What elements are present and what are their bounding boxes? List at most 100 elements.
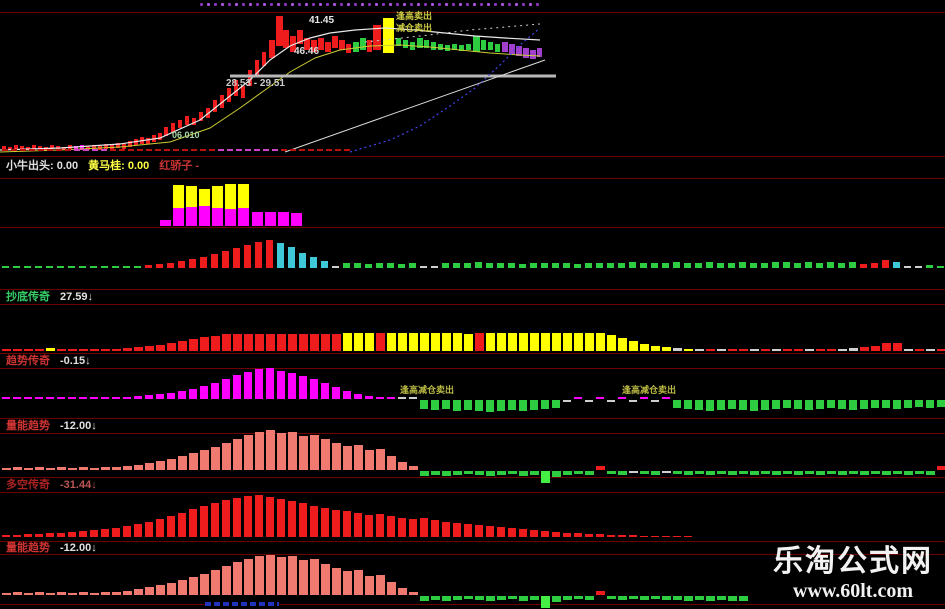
qushi-histogram-bar xyxy=(332,334,341,351)
chaodi-histogram-bar xyxy=(387,263,394,268)
candlestick xyxy=(360,38,366,50)
liangneng2-histogram-bar xyxy=(618,535,626,537)
liangneng2-histogram-bar xyxy=(475,525,483,537)
bottom-histogram-bar xyxy=(431,596,440,600)
separator-line xyxy=(0,178,945,179)
qushi-histogram-bar xyxy=(904,349,913,351)
liangneng-histogram-bar xyxy=(662,397,670,399)
liangneng-histogram-bar xyxy=(860,400,868,409)
candlestick xyxy=(227,88,231,102)
liangneng2-histogram-bar xyxy=(431,520,439,537)
qushi-histogram-bar xyxy=(541,333,550,351)
liangneng-histogram-bar xyxy=(695,400,703,410)
candlestick xyxy=(269,40,275,58)
qushi-histogram-bar xyxy=(101,349,110,351)
signal-dash xyxy=(146,149,152,151)
candlestick xyxy=(473,36,480,52)
duokong-histogram-bar xyxy=(68,468,77,470)
chaodi-histogram-bar xyxy=(519,264,526,268)
signal-dash xyxy=(56,149,62,151)
liangneng-histogram-bar xyxy=(332,387,340,399)
qushi-histogram-bar xyxy=(871,346,880,351)
indicator-label-segment: -0.15↓ xyxy=(60,355,91,367)
candlestick xyxy=(523,48,529,58)
candlestick xyxy=(438,44,443,50)
duokong-histogram-bar xyxy=(849,471,858,474)
xiaoniu-histogram-bar xyxy=(291,213,302,226)
indicator-label-segment: -12.00↓ xyxy=(60,420,97,432)
liangneng-histogram-bar xyxy=(123,397,131,399)
qushi-histogram-bar xyxy=(739,349,748,351)
qushi-histogram-bar xyxy=(783,349,792,351)
purple-dot xyxy=(221,3,224,6)
bottom-histogram-bar xyxy=(343,571,352,595)
liangneng-histogram-bar xyxy=(387,397,395,399)
liangneng2-histogram-bar xyxy=(651,536,659,537)
signal-dash xyxy=(83,149,89,151)
separator-line xyxy=(0,304,945,305)
chaodi-histogram-bar xyxy=(497,263,504,268)
duokong-histogram-bar xyxy=(310,435,319,470)
qushi-histogram-bar xyxy=(805,349,814,351)
chaodi-histogram-bar xyxy=(706,262,713,268)
qushi-histogram-bar xyxy=(233,334,242,351)
bottom-histogram-bar xyxy=(90,593,99,595)
duokong-histogram-bar xyxy=(508,471,517,474)
liangneng-histogram-bar xyxy=(244,372,252,399)
chaodi-histogram-bar xyxy=(827,262,834,268)
signal-dash xyxy=(191,149,197,151)
liangneng2-histogram-bar xyxy=(398,518,406,537)
qushi-histogram-bar xyxy=(189,339,198,351)
indicator-label-segment: 红骄子 - xyxy=(159,160,200,172)
bottom-histogram-bar xyxy=(101,592,110,595)
xiaoniu-histogram-bar xyxy=(199,189,210,206)
liangneng-histogram-bar xyxy=(684,400,692,409)
chaodi-histogram-bar xyxy=(156,264,163,268)
qushi-histogram-bar xyxy=(343,333,352,351)
qushi-histogram-bar xyxy=(838,349,847,351)
chaodi-histogram-bar xyxy=(211,254,218,268)
liangneng2-histogram-bar xyxy=(112,528,120,537)
chaodi-histogram-bar xyxy=(68,266,75,268)
candlestick xyxy=(50,145,54,149)
chaodi-histogram-bar xyxy=(255,242,262,268)
qushi-histogram-bar xyxy=(673,348,682,351)
qushi-histogram-bar xyxy=(937,349,945,351)
purple-dot xyxy=(452,3,455,6)
qushi-histogram-bar xyxy=(728,349,737,351)
duokong-histogram-bar xyxy=(464,471,473,474)
indicator-label-segment: 抄底传奇 xyxy=(6,291,50,303)
duokong-histogram-bar xyxy=(794,471,803,475)
chaodi-histogram-bar xyxy=(750,263,757,268)
liangneng-histogram-bar xyxy=(200,386,208,399)
candlestick xyxy=(452,44,457,50)
chaodi-histogram-bar xyxy=(739,262,746,268)
duokong-histogram-bar xyxy=(453,471,462,475)
bottom-histogram-bar xyxy=(574,596,583,599)
signal-dash xyxy=(281,149,287,151)
signal-dash xyxy=(92,149,98,151)
qushi-histogram-bar xyxy=(134,347,143,351)
bottom-histogram-bar xyxy=(464,596,473,599)
bottom-histogram-bar xyxy=(541,596,550,608)
purple-dot xyxy=(466,3,469,6)
bottom-histogram-bar xyxy=(57,592,66,595)
liangneng-histogram-bar xyxy=(398,397,406,399)
qushi-histogram-bar xyxy=(772,349,781,351)
chaodi-histogram-bar xyxy=(365,264,372,268)
bottom-histogram-bar xyxy=(420,596,429,601)
signal-dash xyxy=(173,149,179,151)
liangneng2-histogram-bar xyxy=(299,503,307,537)
signal-dash xyxy=(308,149,314,151)
signal-dash xyxy=(317,149,323,151)
candlestick xyxy=(234,80,238,96)
duokong-histogram-bar xyxy=(541,471,550,483)
separator-line xyxy=(0,554,945,555)
bottom-histogram-bar xyxy=(662,596,671,600)
purple-dot xyxy=(396,3,399,6)
liangneng2-histogram-bar xyxy=(365,515,373,537)
signal-dash xyxy=(74,149,80,151)
liangneng-histogram-bar xyxy=(530,400,538,410)
qushi-histogram-bar xyxy=(277,334,286,351)
duokong-histogram-bar xyxy=(90,468,99,470)
